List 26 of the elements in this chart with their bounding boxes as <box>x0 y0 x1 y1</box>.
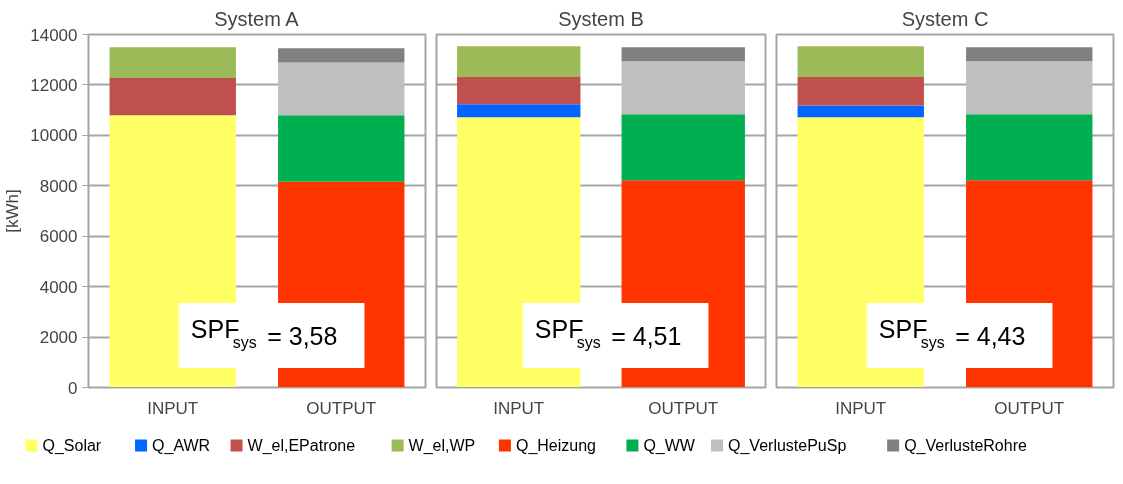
legend-label: Q_VerlusteRohre <box>904 437 1027 455</box>
y-tick-label: 6000 <box>39 227 78 247</box>
legend-label: Q_WW <box>643 437 696 455</box>
legend-label: Q_Heizung <box>515 437 596 455</box>
y-axis-title: [kWh] <box>3 189 23 233</box>
y-tick-label: 0 <box>68 378 78 398</box>
y-tick-label: 10000 <box>30 126 78 146</box>
x-tick-label: INPUT <box>835 398 887 418</box>
legend-label: Q_VerlustePuSp <box>728 437 847 455</box>
legend-label: Q_Solar <box>42 437 102 455</box>
y-tick-label: 14000 <box>30 25 78 45</box>
y-tick-label: 4000 <box>39 277 78 297</box>
x-tick-label: INPUT <box>493 398 545 418</box>
x-tick-label: OUTPUT <box>306 398 377 418</box>
chart-title: System C <box>901 7 989 30</box>
legend-label: W_el,WP <box>408 437 476 455</box>
x-tick-label: OUTPUT <box>994 398 1065 418</box>
chart-title: System B <box>558 7 644 30</box>
chart-title: System A <box>214 7 300 30</box>
x-tick-label: OUTPUT <box>648 398 719 418</box>
y-tick-label: 2000 <box>39 328 78 348</box>
y-tick-label: 8000 <box>39 176 78 196</box>
x-tick-label: INPUT <box>147 398 199 418</box>
legend-label: Q_AWR <box>152 437 211 455</box>
legend-label: W_el,EPatrone <box>247 437 356 455</box>
y-tick-label: 12000 <box>30 75 78 95</box>
